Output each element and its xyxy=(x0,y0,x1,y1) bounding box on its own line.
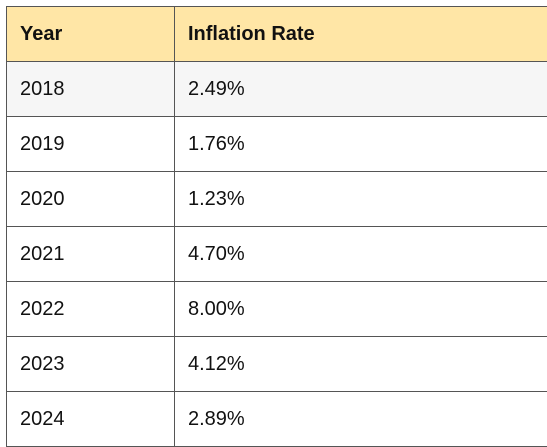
cell-year: 2019 xyxy=(7,117,175,172)
cell-inflation-rate: 1.76% xyxy=(175,117,547,172)
cell-inflation-rate: 1.23% xyxy=(175,172,547,227)
table-row: 2021 4.70% xyxy=(7,227,547,282)
table-row: 2024 2.89% xyxy=(7,392,547,447)
table-row: 2020 1.23% xyxy=(7,172,547,227)
cell-year: 2021 xyxy=(7,227,175,282)
header-year: Year xyxy=(7,7,175,62)
cell-inflation-rate: 4.70% xyxy=(175,227,547,282)
table-row: 2018 2.49% xyxy=(7,62,547,117)
inflation-table: Year Inflation Rate 2018 2.49% 2019 1.76… xyxy=(6,6,547,447)
table-row: 2022 8.00% xyxy=(7,282,547,337)
cell-year: 2020 xyxy=(7,172,175,227)
header-inflation-rate: Inflation Rate xyxy=(175,7,547,62)
cell-inflation-rate: 4.12% xyxy=(175,337,547,392)
table-row: 2019 1.76% xyxy=(7,117,547,172)
inflation-table-container: Year Inflation Rate 2018 2.49% 2019 1.76… xyxy=(6,6,547,447)
table-row: 2023 4.12% xyxy=(7,337,547,392)
cell-year: 2022 xyxy=(7,282,175,337)
table-header-row: Year Inflation Rate xyxy=(7,7,547,62)
cell-year: 2018 xyxy=(7,62,175,117)
cell-inflation-rate: 2.89% xyxy=(175,392,547,447)
cell-year: 2023 xyxy=(7,337,175,392)
cell-year: 2024 xyxy=(7,392,175,447)
cell-inflation-rate: 2.49% xyxy=(175,62,547,117)
cell-inflation-rate: 8.00% xyxy=(175,282,547,337)
